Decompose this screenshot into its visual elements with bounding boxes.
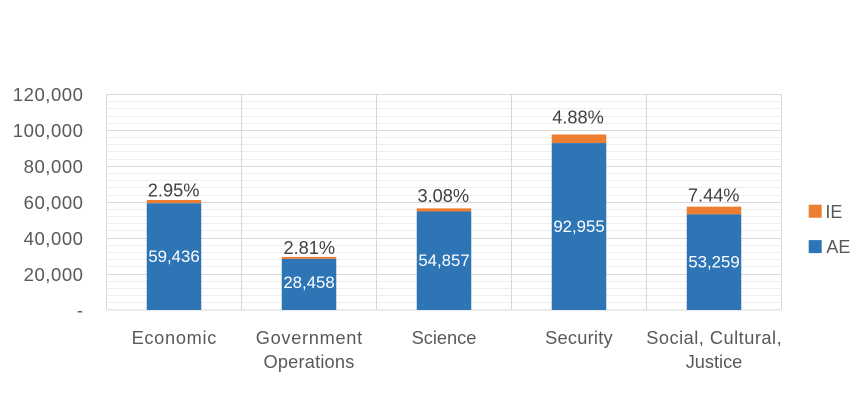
svg-text:IE: IE xyxy=(825,202,842,222)
svg-text:80,000: 80,000 xyxy=(24,156,84,177)
svg-text:53,259: 53,259 xyxy=(688,252,739,271)
svg-text:Science: Science xyxy=(412,328,477,348)
svg-text:92,955: 92,955 xyxy=(553,217,604,236)
svg-text:Security: Security xyxy=(545,328,613,348)
svg-text:Operations: Operations xyxy=(264,352,355,372)
svg-text:20,000: 20,000 xyxy=(24,264,84,285)
svg-text:60,000: 60,000 xyxy=(24,192,84,213)
svg-text:Government: Government xyxy=(256,328,363,348)
svg-text:Economic: Economic xyxy=(132,328,217,348)
svg-text:Justice: Justice xyxy=(686,352,743,372)
svg-text:54,857: 54,857 xyxy=(418,251,469,270)
svg-text:59,436: 59,436 xyxy=(148,247,199,266)
svg-text:100,000: 100,000 xyxy=(13,120,84,141)
svg-text:2.95%: 2.95% xyxy=(148,180,200,200)
svg-text:-: - xyxy=(77,300,83,321)
svg-text:2.81%: 2.81% xyxy=(284,238,336,258)
svg-text:Social, Cultural,: Social, Cultural, xyxy=(646,328,782,348)
svg-text:AE: AE xyxy=(826,237,850,257)
svg-text:40,000: 40,000 xyxy=(24,228,84,249)
svg-text:4.88%: 4.88% xyxy=(552,108,604,128)
svg-text:7.44%: 7.44% xyxy=(688,186,740,206)
svg-text:120,000: 120,000 xyxy=(13,84,84,105)
svg-text:3.08%: 3.08% xyxy=(418,186,470,206)
svg-text:28,458: 28,458 xyxy=(283,273,334,292)
